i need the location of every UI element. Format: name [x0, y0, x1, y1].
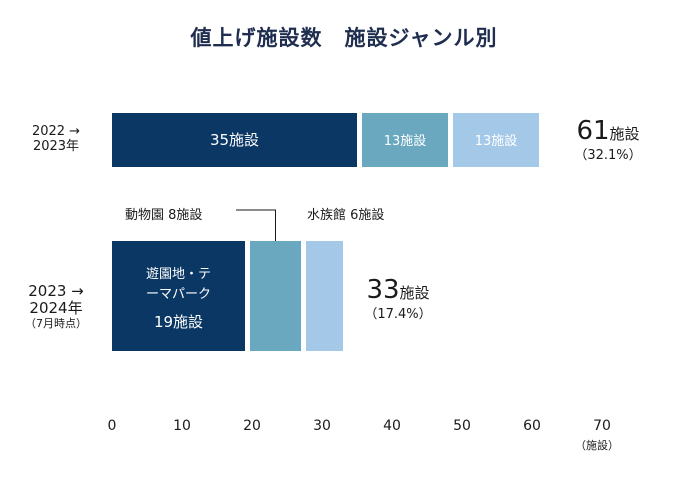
row-label-line2: 2023年 [32, 138, 80, 154]
row-label-2023: 2023 → 2024年 （7月時点） [8, 282, 104, 330]
x-tick-label: 40 [383, 418, 401, 434]
annotation-leader-line [236, 209, 276, 241]
x-tick-label: 0 [108, 418, 117, 434]
bar-data-label: 19施設 [154, 313, 203, 331]
total-2022: 61施設 （32.1%） [563, 116, 653, 163]
bar-data-label: ーマパーク [146, 287, 211, 302]
bar-data-label: 遊園地・テ [146, 267, 211, 282]
total-2023: 33施設 （17.4%） [352, 275, 444, 322]
bar-data-label: 35施設 [210, 131, 259, 149]
row-label-2022: 2022 → 2023年 [14, 124, 98, 155]
x-tick-label: 60 [523, 418, 541, 434]
row-label-line2: 2024年 [29, 299, 83, 318]
row-label-line1: 2022 → [31, 124, 81, 139]
annotation-zoo: 動物園 8施設 [125, 208, 203, 223]
x-tick-label: 10 [173, 418, 191, 434]
total-number: 33 [366, 275, 400, 305]
x-tick-label: 70 [593, 418, 611, 434]
x-tick-label: 30 [313, 418, 331, 434]
segment-amusement [112, 241, 245, 351]
total-percent: （17.4%） [364, 307, 432, 322]
bar-data-label: 13施設 [384, 133, 427, 149]
annotation-aquarium: 水族館 6施設 [307, 208, 385, 223]
segment-amusement [112, 113, 357, 167]
total-unit: 施設 [399, 284, 430, 302]
segment-zoo [362, 113, 448, 167]
segment-aquarium [306, 241, 343, 351]
total-percent: （32.1%） [574, 148, 642, 163]
x-tick-label: 20 [243, 418, 261, 434]
total-unit: 施設 [609, 125, 640, 143]
row-label-line3: （7月時点） [25, 316, 87, 330]
bar-data-label: 13施設 [475, 133, 518, 149]
row-label-line1: 2023 → [28, 282, 84, 300]
segment-aquarium [453, 113, 539, 167]
x-tick-label: 50 [453, 418, 471, 434]
total-number: 61 [576, 116, 610, 146]
chart-title: 値上げ施設数 施設ジャンル別 [190, 26, 498, 50]
segment-zoo [250, 241, 301, 351]
x-axis-unit: （施設） [575, 439, 619, 452]
